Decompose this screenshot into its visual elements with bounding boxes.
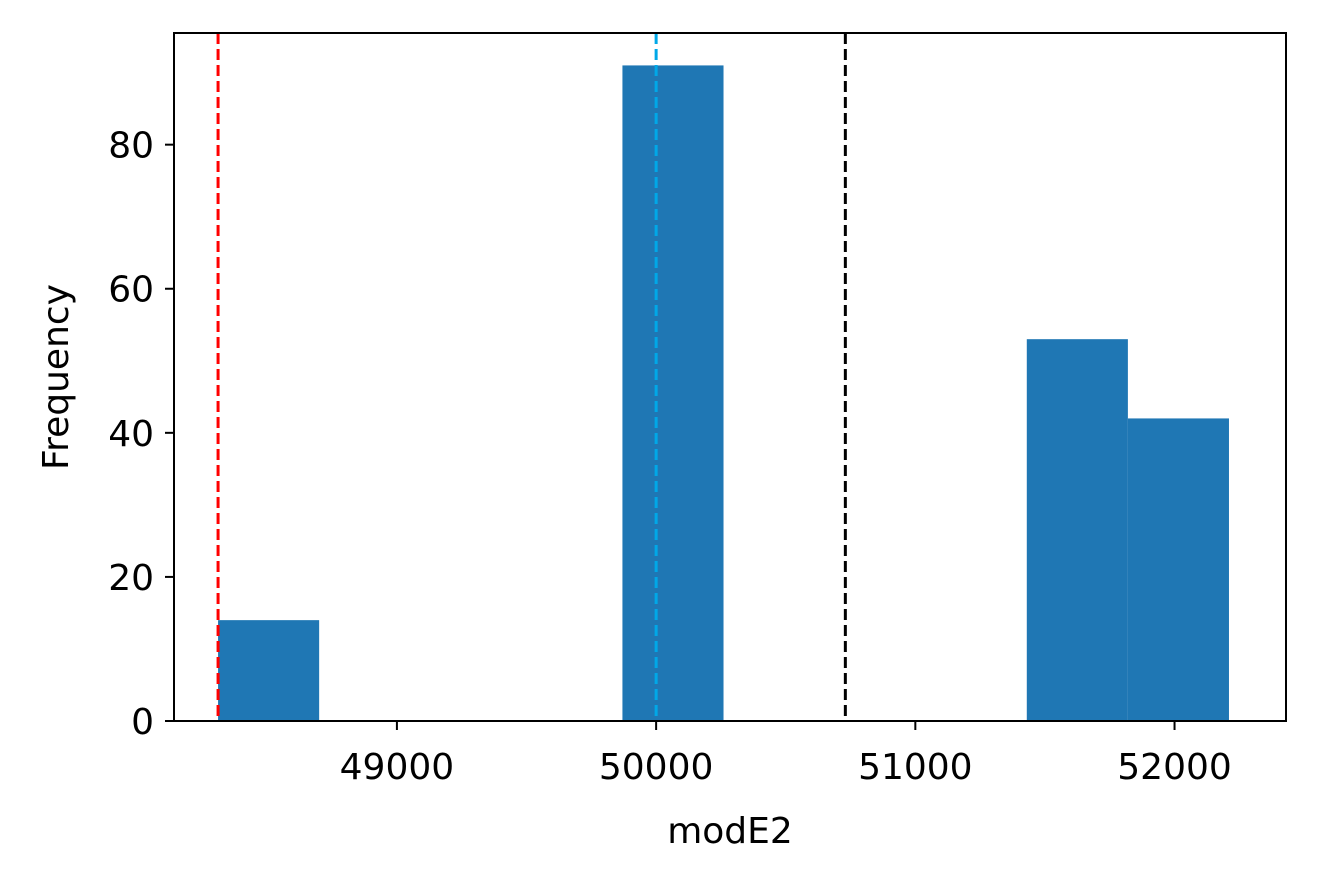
x-axis-ticks: 49000 50000 51000 52000 [340, 721, 1232, 788]
histogram-bar [1127, 418, 1229, 721]
x-tick-label: 51000 [858, 747, 973, 788]
y-tick-label: 20 [108, 558, 154, 599]
x-axis-label: modE2 [667, 811, 793, 852]
bars-group [218, 65, 1229, 722]
histogram-bar [622, 65, 724, 722]
histogram-bar [218, 620, 320, 721]
y-tick-label: 40 [108, 414, 154, 455]
plot-frame [173, 32, 1287, 722]
x-tick-label: 52000 [1117, 747, 1232, 788]
y-tick-label: 0 [131, 702, 154, 743]
y-axis-label: Frequency [36, 284, 77, 470]
y-tick-label: 80 [108, 126, 154, 167]
histogram-bar [1026, 339, 1128, 721]
y-tick-label: 60 [108, 270, 154, 311]
y-axis-ticks: 0 20 40 60 80 [108, 126, 174, 743]
reference-lines-group [216, 33, 847, 721]
x-tick-label: 50000 [599, 747, 714, 788]
x-tick-label: 49000 [340, 747, 455, 788]
